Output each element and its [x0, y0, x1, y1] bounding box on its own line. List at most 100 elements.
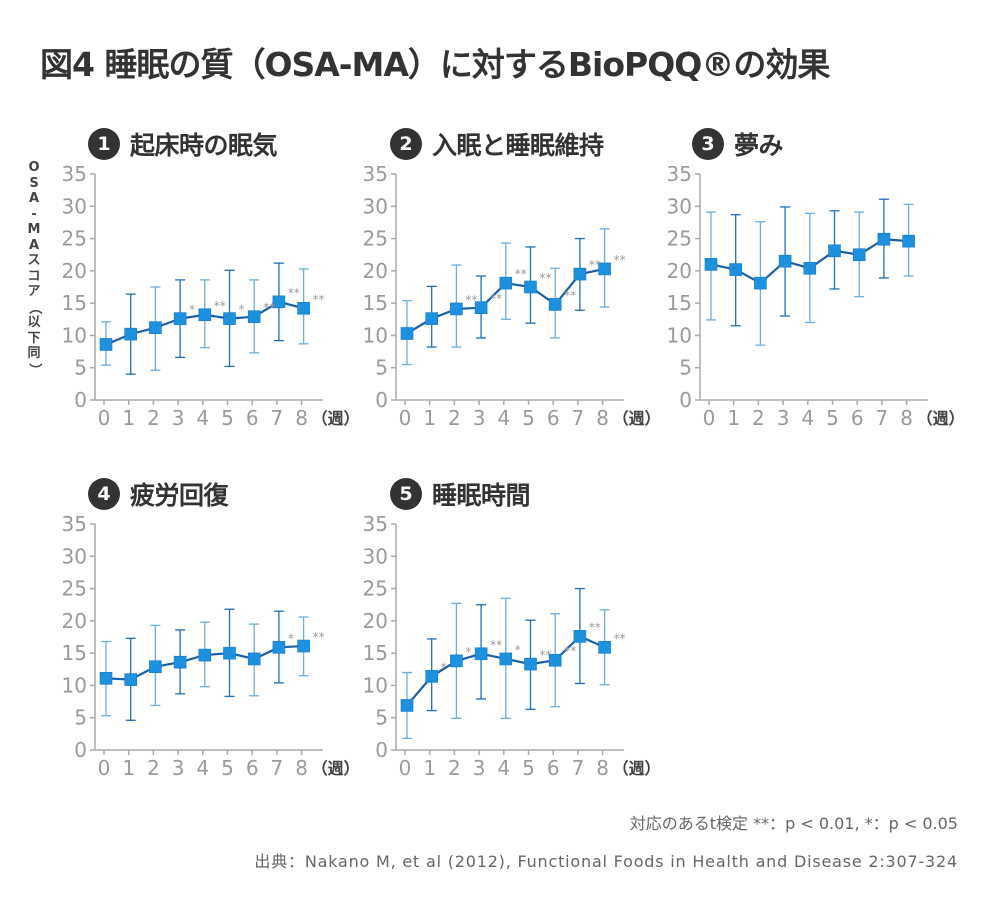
x-tick-label: 4: [497, 406, 510, 430]
x-tick-label: 1: [423, 406, 436, 430]
y-tick-label: 10: [363, 323, 388, 347]
data-point: [223, 646, 236, 660]
data-point: [499, 652, 513, 666]
data-point: [877, 232, 891, 246]
data-point: [99, 338, 113, 351]
y-tick-label: 35: [62, 512, 87, 536]
panel-title-2: 2 入眠と睡眠維持: [390, 126, 604, 162]
data-point: [828, 244, 841, 258]
data-point: [198, 648, 212, 662]
y-axis-label-char: （: [26, 300, 42, 314]
significance-mark: **: [515, 267, 527, 281]
x-tick-label: 7: [271, 406, 284, 430]
x-tick-label: 2: [752, 406, 765, 430]
y-tick-label: 15: [62, 641, 87, 665]
x-tick-label: 8: [596, 406, 609, 430]
y-tick-label: 10: [667, 323, 692, 347]
y-tick-label: 15: [363, 291, 388, 315]
data-point: [124, 327, 137, 341]
x-tick-label: 6: [851, 406, 864, 430]
significance-mark: **: [564, 644, 576, 658]
data-point: [247, 310, 261, 324]
x-tick-label: 0: [98, 406, 111, 430]
x-tick-label: 5: [522, 756, 535, 780]
x-tick-label: 6: [246, 756, 259, 780]
data-point: [474, 301, 488, 314]
x-tick-label: 5: [522, 406, 535, 430]
significance-mark: *: [441, 660, 447, 674]
data-point: [729, 263, 743, 276]
y-tick-label: 0: [375, 388, 388, 412]
x-tick-label: 4: [196, 406, 209, 430]
significance-mark: **: [540, 648, 552, 662]
data-point: [754, 276, 767, 290]
x-tick-label: 1: [122, 406, 135, 430]
panel-title-5: 5 睡眠時間: [390, 476, 531, 512]
y-axis-label-char: 下: [27, 330, 41, 346]
y-axis-label-char: A: [28, 237, 40, 253]
data-point: [474, 647, 488, 661]
data-point: [704, 258, 718, 271]
x-tick-label: 7: [572, 756, 585, 780]
y-tick-label: 30: [363, 194, 388, 218]
data-point: [272, 295, 286, 309]
data-point: [297, 302, 310, 315]
x-tick-label: 6: [246, 406, 259, 430]
data-point: [223, 312, 236, 325]
y-tick-label: 20: [62, 609, 87, 633]
data-point: [425, 670, 439, 683]
panel-number-badge: 5: [390, 478, 422, 510]
x-tick-label: 5: [221, 756, 234, 780]
x-tick-label: 8: [596, 756, 609, 780]
panel-name: 睡眠時間: [432, 481, 531, 510]
data-point: [573, 267, 587, 281]
significance-mark: **: [564, 288, 576, 302]
y-tick-label: 30: [62, 194, 87, 218]
panel-number-badge: 1: [88, 128, 120, 160]
data-point: [598, 262, 611, 276]
y-tick-label: 0: [74, 388, 87, 412]
panel-name: 入眠と睡眠維持: [432, 131, 604, 160]
x-unit-label: （週）: [613, 759, 661, 778]
panel-number-badge: 2: [390, 128, 422, 160]
data-point: [198, 308, 212, 322]
x-tick-label: 4: [497, 756, 510, 780]
data-point: [902, 234, 915, 248]
y-axis-label: O S A - M A スコア（以下同）: [24, 160, 44, 377]
y-axis-label-char: 同: [27, 346, 41, 361]
x-tick-label: 0: [399, 756, 412, 780]
y-axis-label-char: コ: [27, 268, 41, 284]
significance-mark: **: [288, 286, 300, 300]
y-tick-label: 35: [363, 512, 388, 536]
y-tick-label: 35: [667, 162, 692, 186]
x-tick-label: 5: [221, 406, 234, 430]
data-point: [400, 327, 414, 340]
significance-mark: *: [189, 303, 195, 317]
data-point: [173, 312, 187, 325]
panel-name: 夢み: [734, 131, 784, 160]
significance-mark: **: [263, 301, 275, 315]
x-tick-label: 2: [147, 406, 160, 430]
y-tick-label: 25: [62, 577, 87, 601]
y-tick-label: 0: [679, 388, 692, 412]
data-point: [173, 655, 187, 669]
y-tick-label: 10: [62, 323, 87, 347]
x-tick-label: 2: [448, 756, 461, 780]
y-tick-label: 35: [363, 162, 388, 186]
y-tick-label: 5: [375, 706, 388, 730]
y-tick-label: 15: [667, 291, 692, 315]
data-point: [499, 276, 513, 290]
y-tick-label: 5: [679, 356, 692, 380]
data-point: [400, 699, 414, 712]
panel-name: 疲労回復: [130, 481, 229, 510]
data-point: [524, 280, 537, 294]
x-tick-label: 7: [876, 406, 889, 430]
significance-mark: **: [490, 292, 502, 306]
y-tick-label: 15: [62, 291, 87, 315]
data-point: [297, 639, 310, 653]
x-tick-label: 3: [473, 756, 486, 780]
y-axis-label-char: O: [28, 160, 40, 175]
